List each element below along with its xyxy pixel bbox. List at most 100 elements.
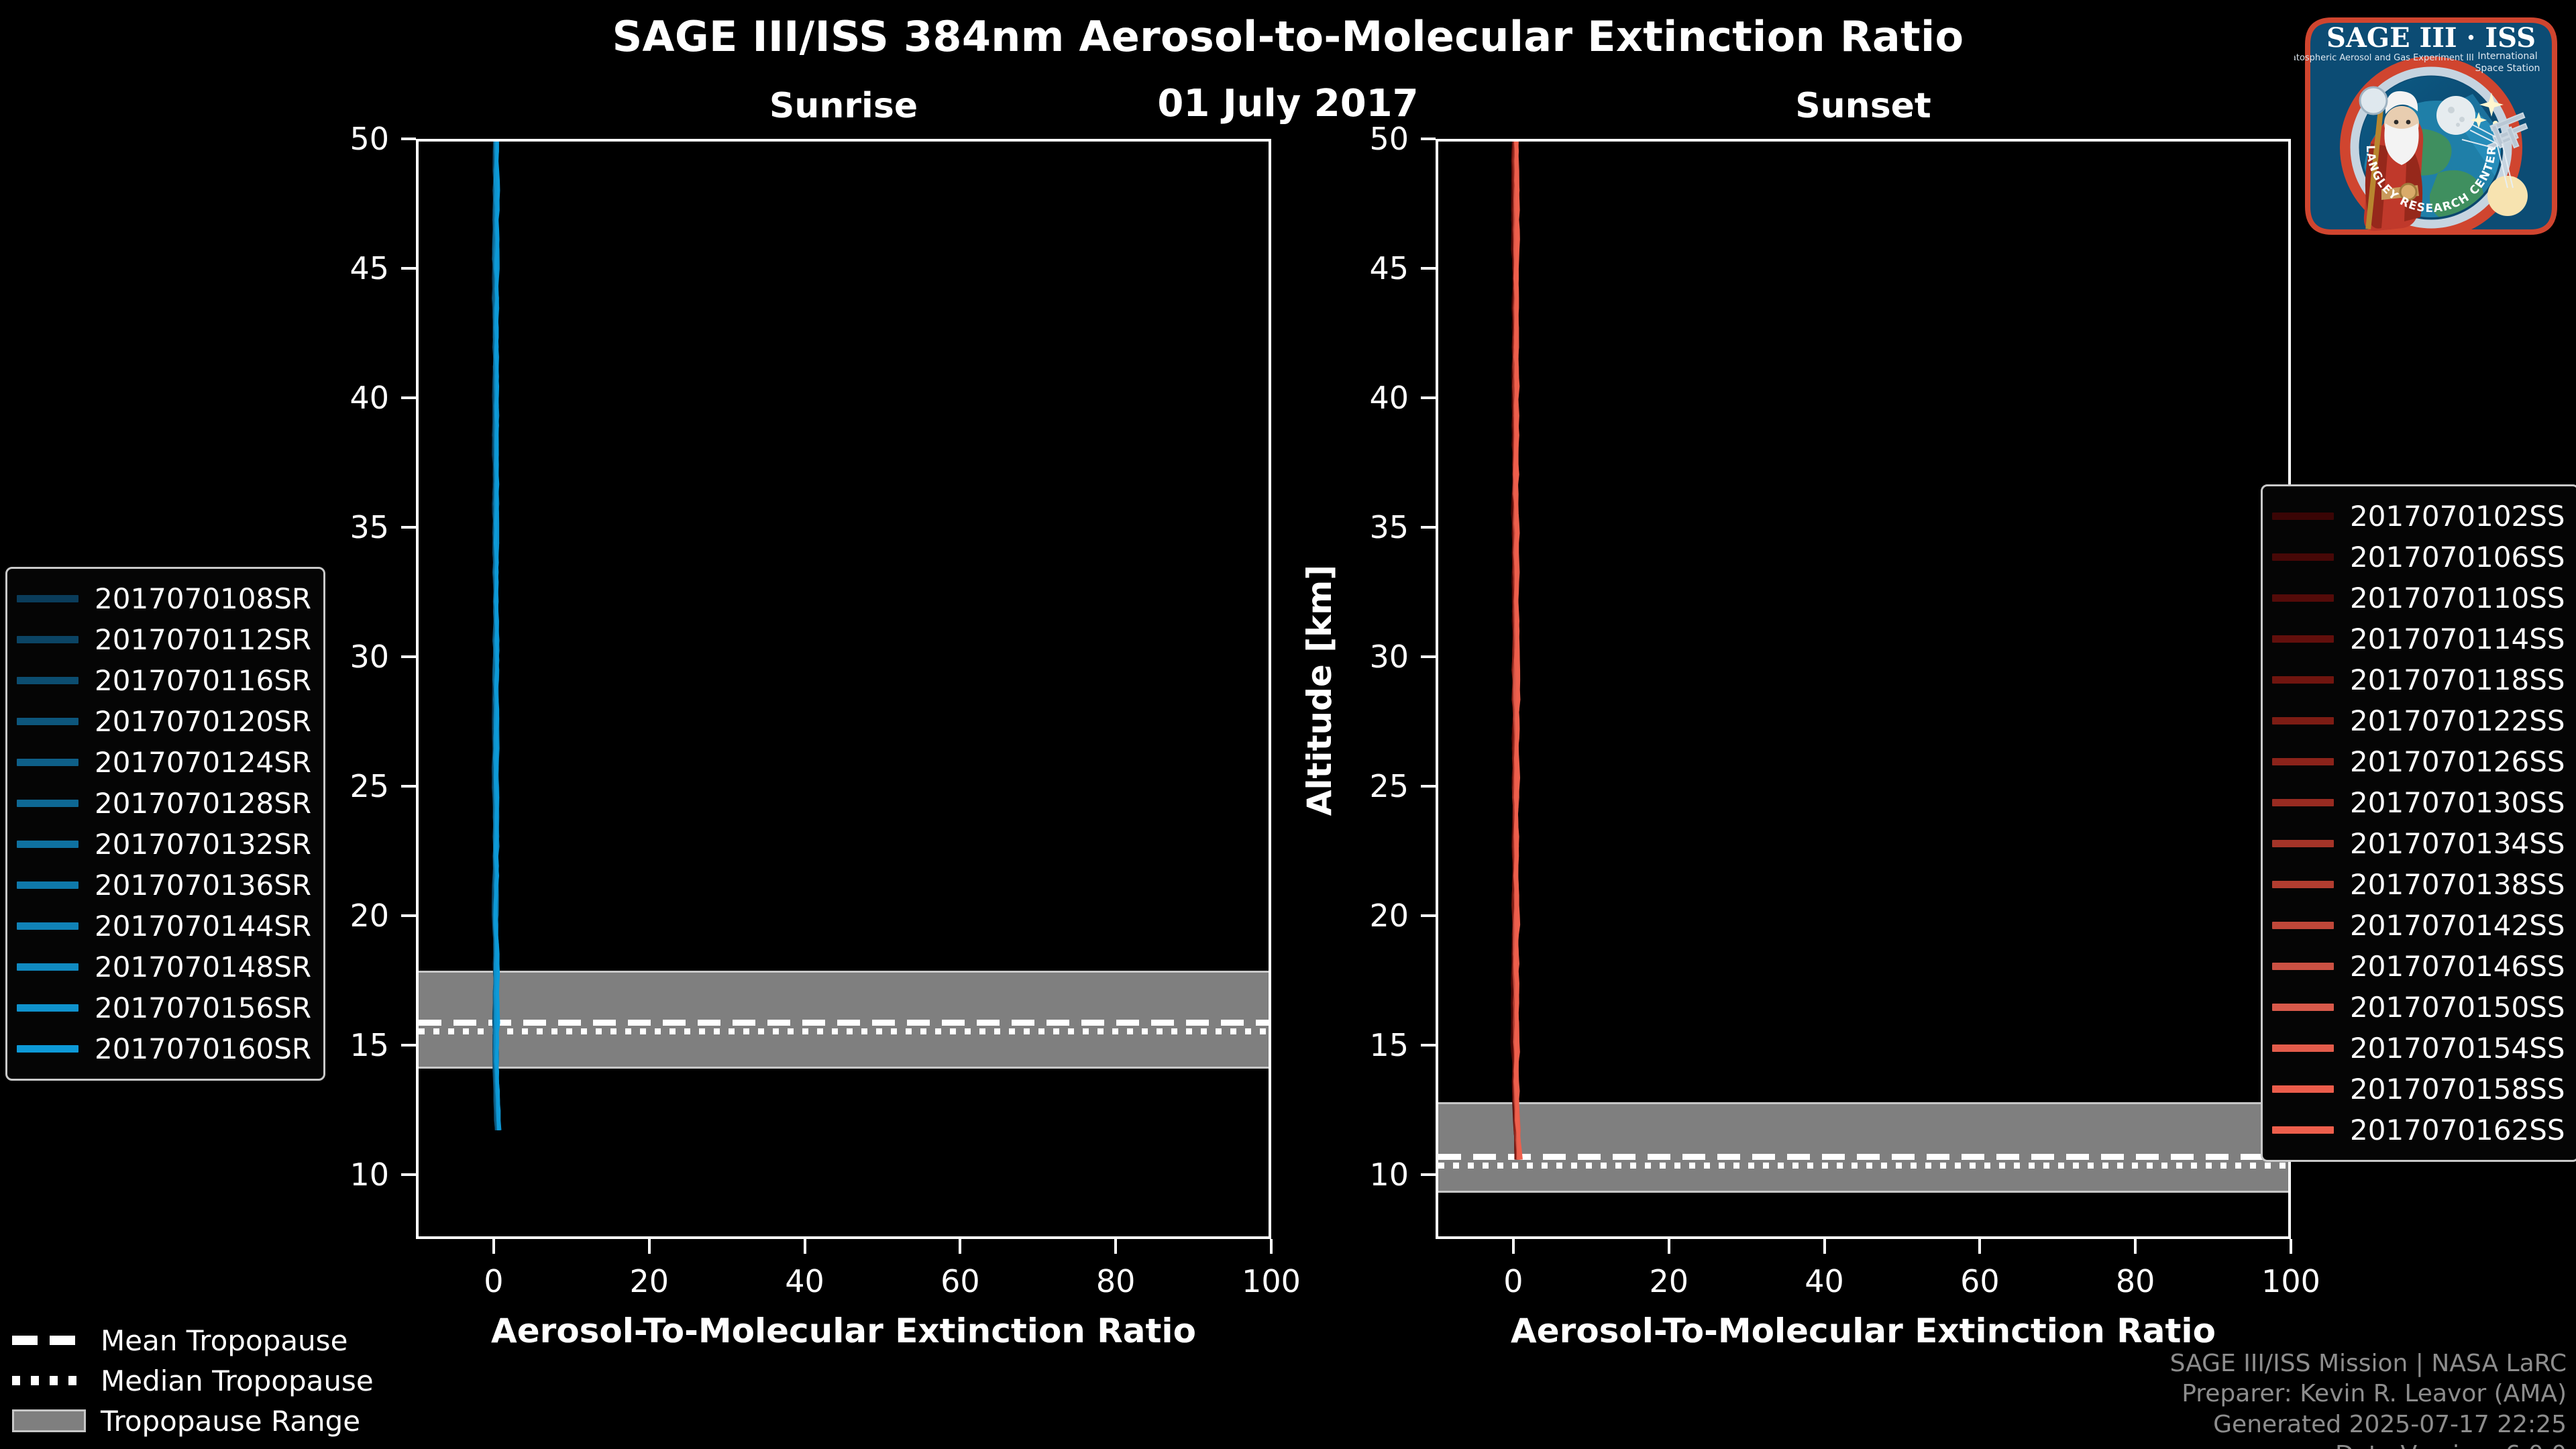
y-tick-sunset — [1421, 1173, 1436, 1176]
credit-preparer: Preparer: Kevin R. Leavor (AMA) — [2182, 1380, 2567, 1408]
legend-sunrise-item[interactable]: 2017070144SR — [17, 906, 311, 947]
y-tick-sunrise — [401, 1173, 416, 1176]
legend-sunrise-item[interactable]: 2017070156SR — [17, 987, 311, 1028]
mean-tropopause-line — [1438, 1153, 2288, 1160]
legend-item-label: 2017070130SS — [2350, 786, 2565, 819]
legend-color-swatch — [2272, 881, 2334, 888]
legend-sunset-item[interactable]: 2017070162SS — [2272, 1110, 2565, 1150]
legend-item-label: 2017070154SS — [2350, 1032, 2565, 1065]
legend-color-swatch — [17, 718, 78, 725]
y-tick-sunset — [1421, 784, 1436, 788]
legend-sunset[interactable]: 2017070102SS 2017070106SS 2017070110SS 2017… — [2261, 484, 2576, 1162]
legend-color-swatch — [17, 963, 78, 971]
x-tick-label-sunset: 20 — [1649, 1263, 1688, 1299]
legend-sunset-item[interactable]: 2017070122SS — [2272, 700, 2565, 741]
y-tick-label-sunrise: 50 — [350, 121, 389, 157]
legend-item-label: 2017070142SS — [2350, 909, 2565, 942]
y-tick-label-sunrise: 40 — [350, 379, 389, 416]
svg-text:Stratospheric Aerosol and Gas: Stratospheric Aerosol and Gas Experiment… — [2294, 53, 2474, 63]
x-tick-sunset — [1978, 1239, 1982, 1254]
x-tick-label-sunset: 80 — [2115, 1263, 2155, 1299]
legend-sunset-item[interactable]: 2017070134SS — [2272, 823, 2565, 864]
legend-item-label: 2017070108SR — [95, 582, 312, 615]
legend-color-swatch — [2272, 594, 2334, 602]
legend-sunrise-item[interactable]: 2017070124SR — [17, 742, 311, 783]
extinction-ratio-profiles — [491, 142, 502, 1131]
legend-sunset-item[interactable]: 2017070102SS — [2272, 496, 2565, 537]
legend-sunset-item[interactable]: 2017070154SS — [2272, 1028, 2565, 1069]
legend-color-swatch — [2272, 963, 2334, 970]
tropopause-legend-item: Mean Tropopause — [12, 1320, 374, 1360]
legend-item-label: 2017070102SS — [2350, 500, 2565, 533]
legend-sunset-item[interactable]: 2017070118SS — [2272, 659, 2565, 700]
legend-sunset-item[interactable]: 2017070138SS — [2272, 864, 2565, 905]
legend-color-swatch — [17, 636, 78, 643]
y-tick-sunrise — [401, 138, 416, 140]
svg-text:International: International — [2477, 51, 2537, 62]
legend-sunset-item[interactable]: 2017070150SS — [2272, 987, 2565, 1028]
tropopause-legend-marker-dashed — [12, 1336, 86, 1345]
svg-text:SAGE III · ISS: SAGE III · ISS — [2326, 22, 2536, 54]
credits-block: SAGE III/ISS Mission | NASA LaRC Prepare… — [2170, 1348, 2567, 1449]
y-tick-sunset — [1421, 914, 1436, 917]
legend-sunrise-item[interactable]: 2017070132SR — [17, 824, 311, 865]
legend-sunrise-item[interactable]: 2017070108SR — [17, 578, 311, 619]
x-tick-sunset — [2134, 1239, 2137, 1254]
legend-item-label: 2017070120SR — [95, 705, 312, 738]
legend-sunset-item[interactable]: 2017070106SS — [2272, 537, 2565, 578]
legend-color-swatch — [2272, 553, 2334, 561]
legend-sunset-item[interactable]: 2017070146SS — [2272, 946, 2565, 987]
legend-sunrise-item[interactable]: 2017070148SR — [17, 947, 311, 987]
legend-sunset-item[interactable]: 2017070158SS — [2272, 1069, 2565, 1110]
credit-generated: Generated 2025-07-17 22:25 — [2213, 1410, 2567, 1438]
tropopause-legend-label: Median Tropopause — [101, 1364, 374, 1397]
legend-sunrise-item[interactable]: 2017070136SR — [17, 865, 311, 906]
legend-item-label: 2017070148SR — [95, 951, 312, 983]
x-axis-title-sunset: Aerosol-To-Molecular Extinction Ratio — [1511, 1311, 2216, 1350]
legend-item-label: 2017070116SR — [95, 664, 312, 697]
y-tick-sunrise — [401, 396, 416, 399]
tropopause-range-band — [1438, 1102, 2288, 1193]
panel-heading-sunset: Sunset — [1795, 86, 1931, 126]
x-tick-label-sunrise: 60 — [941, 1263, 980, 1299]
x-tick-label-sunset: 40 — [1805, 1263, 1844, 1299]
legend-sunset-item[interactable]: 2017070110SS — [2272, 578, 2565, 619]
legend-sunrise-item[interactable]: 2017070120SR — [17, 701, 311, 742]
y-tick-label-sunset: 35 — [1369, 508, 1409, 545]
legend-item-label: 2017070118SS — [2350, 663, 2565, 696]
y-tick-sunset — [1421, 396, 1436, 399]
legend-color-swatch — [2272, 922, 2334, 929]
y-tick-sunrise — [401, 784, 416, 788]
y-tick-sunrise — [401, 266, 416, 270]
legend-sunrise-item[interactable]: 2017070112SR — [17, 619, 311, 660]
y-tick-label-sunset: 30 — [1369, 638, 1409, 675]
legend-sunrise-item[interactable]: 2017070116SR — [17, 660, 311, 701]
legend-color-swatch — [2272, 1044, 2334, 1052]
legend-sunset-item[interactable]: 2017070114SS — [2272, 619, 2565, 659]
legend-color-swatch — [2272, 513, 2334, 520]
legend-sunrise-item[interactable]: 2017070160SR — [17, 1028, 311, 1069]
legend-sunset-item[interactable]: 2017070130SS — [2272, 782, 2565, 823]
tropopause-legend-item: Median Tropopause — [12, 1360, 374, 1401]
legend-item-label: 2017070128SR — [95, 787, 312, 820]
x-tick-label-sunset: 60 — [1960, 1263, 2000, 1299]
legend-color-swatch — [17, 800, 78, 807]
x-tick-sunrise — [803, 1239, 806, 1254]
figure-date: 01 July 2017 — [1157, 82, 1419, 125]
credit-mission: SAGE III/ISS Mission | NASA LaRC — [2169, 1350, 2567, 1377]
legend-sunrise[interactable]: 2017070108SR 2017070112SR 2017070116SR 2017… — [5, 567, 326, 1081]
x-tick-sunrise — [1114, 1239, 1118, 1254]
x-tick-sunrise — [647, 1239, 651, 1254]
tropopause-legend-marker-patch — [12, 1409, 86, 1432]
legend-color-swatch — [17, 922, 78, 930]
tropopause-legend-marker-dotted — [12, 1376, 86, 1385]
median-tropopause-line — [419, 1028, 1269, 1035]
legend-color-swatch — [2272, 635, 2334, 643]
y-tick-label-sunset: 15 — [1369, 1026, 1409, 1063]
legend-sunset-item[interactable]: 2017070126SS — [2272, 741, 2565, 782]
x-tick-sunset — [1823, 1239, 1826, 1254]
svg-text:Space Station: Space Station — [2475, 63, 2540, 74]
legend-sunrise-item[interactable]: 2017070128SR — [17, 783, 311, 824]
legend-item-label: 2017070124SR — [95, 746, 312, 779]
legend-sunset-item[interactable]: 2017070142SS — [2272, 905, 2565, 946]
